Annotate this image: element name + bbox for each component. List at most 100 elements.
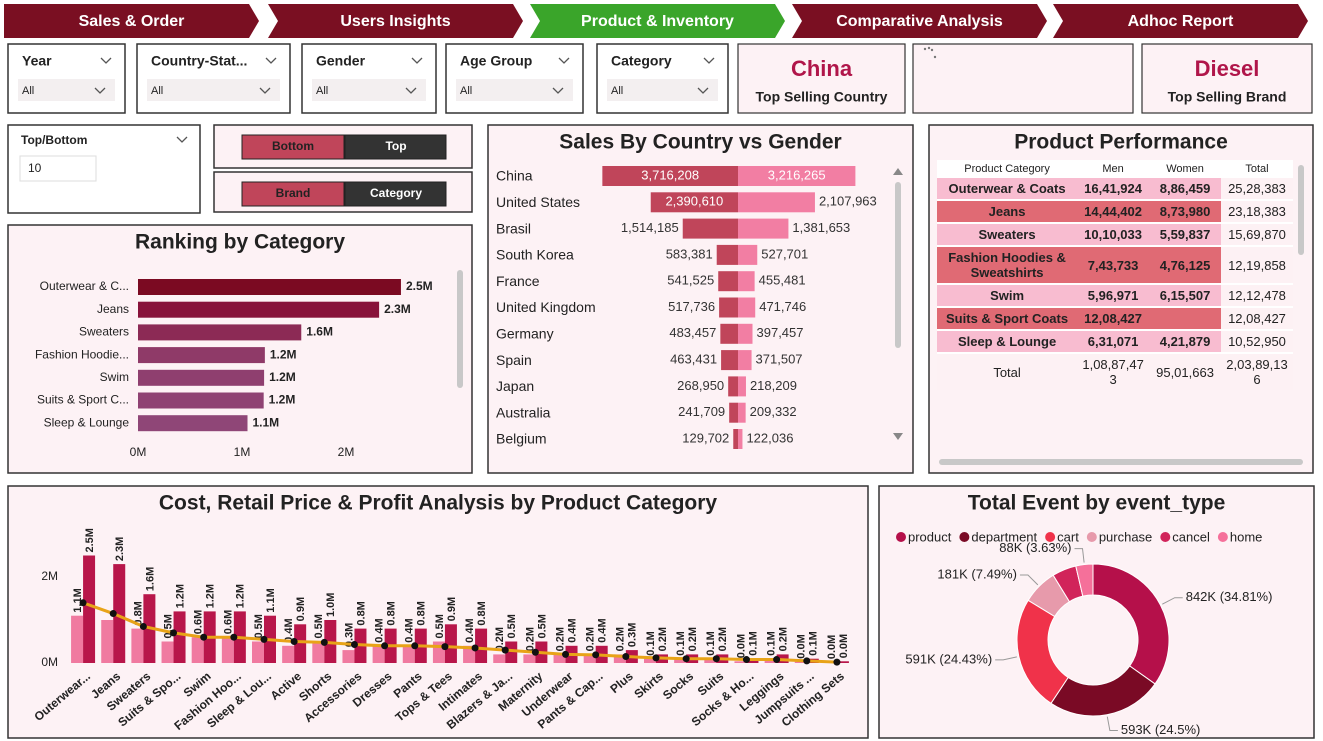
value-label: 0.8M <box>416 601 428 625</box>
line-point <box>562 650 570 658</box>
y-tick-label: United States <box>496 194 580 210</box>
bar <box>738 297 756 318</box>
bar <box>372 645 385 663</box>
line-point <box>592 651 600 659</box>
value-label: 129,702 <box>682 430 729 445</box>
nav-tab-label[interactable]: Users Insights <box>340 13 450 30</box>
bar <box>704 658 717 663</box>
value-label: 268,950 <box>677 378 724 393</box>
line-point <box>531 648 539 656</box>
value-label: 0.3M <box>343 623 355 647</box>
table-cell <box>1149 307 1222 331</box>
loading-dot <box>927 46 931 50</box>
filter-box[interactable] <box>7 43 126 114</box>
line-point <box>290 638 298 645</box>
x-tick-label: 1M <box>234 445 251 459</box>
kpi-label: Top Selling Country <box>756 89 888 105</box>
filter-dropdown[interactable] <box>456 79 573 101</box>
value-label: 0.1M <box>675 631 687 655</box>
value-label: 0.6M <box>223 610 235 634</box>
table-cell: 1,08,87,473 <box>1077 352 1150 390</box>
toggle-label[interactable]: Brand <box>276 186 311 200</box>
table-cell: 6,15,507 <box>1149 284 1222 308</box>
toggle-button[interactable] <box>241 181 345 207</box>
line-point <box>79 599 87 607</box>
bar <box>716 244 738 265</box>
filter-box[interactable] <box>596 43 729 114</box>
value-label: 1.2M <box>205 584 217 608</box>
bar <box>493 654 506 663</box>
nav-tab[interactable] <box>792 4 1047 38</box>
filter-label: Country-Stat... <box>151 53 247 69</box>
value-label: 0.0M <box>735 634 747 658</box>
slicer-input[interactable] <box>19 155 97 182</box>
table-cell: Swim <box>937 284 1078 308</box>
bar <box>728 376 738 397</box>
bar <box>738 218 789 239</box>
table-cell: 16,41,924 <box>1077 178 1150 201</box>
table-cell: 15,69,870 <box>1221 223 1293 247</box>
legend-label: purchase <box>1099 529 1152 544</box>
nav-tab-label[interactable]: Adhoc Report <box>1128 13 1234 30</box>
legend-swatch <box>1045 532 1056 542</box>
toggle-button[interactable] <box>241 134 345 160</box>
bar <box>173 611 186 663</box>
line-point <box>833 658 841 666</box>
leader-line <box>1106 716 1118 731</box>
toggle-label[interactable]: Bottom <box>272 139 314 153</box>
bar <box>734 661 747 663</box>
filter-dropdown[interactable] <box>18 79 115 101</box>
y-tick-label: Sweaters <box>79 325 129 339</box>
toggle-label[interactable]: Category <box>370 186 422 200</box>
bar <box>523 654 536 663</box>
loading-dot <box>923 47 927 51</box>
filter-value: All <box>151 85 163 97</box>
line-point <box>381 642 389 650</box>
bar <box>131 628 144 663</box>
line-point <box>742 656 750 664</box>
bar <box>252 641 264 663</box>
filter-dropdown[interactable] <box>312 79 426 101</box>
y-tick-label: South Korea <box>496 247 574 263</box>
filter-box[interactable] <box>445 43 584 114</box>
toggle-button[interactable] <box>344 134 447 160</box>
nav-tab-label[interactable]: Comparative Analysis <box>836 13 1003 30</box>
nav-tab-label[interactable]: Product & Inventory <box>581 13 734 30</box>
value-label: 1.2M <box>270 347 297 361</box>
nav-tab[interactable] <box>4 4 259 38</box>
y-tick-label: 2M <box>41 569 58 583</box>
value-label: 88K (3.63%) <box>999 540 1071 555</box>
value-label: 2.5M <box>406 279 433 293</box>
table-cell: Jeans <box>937 200 1078 224</box>
legend-label: department <box>971 529 1037 544</box>
value-label: 591K (24.43%) <box>905 651 992 666</box>
kpi-card <box>1141 43 1313 114</box>
product-table: Product Category Men Women Total Outerwear &… <box>937 160 1293 390</box>
line-point <box>200 633 208 641</box>
value-label: 1.0M <box>325 593 337 617</box>
nav-tab[interactable] <box>1053 4 1308 38</box>
table-cell: 95,01,663 <box>1149 352 1222 390</box>
chart-title: Cost, Retail Price & Profit Analysis by … <box>159 492 718 515</box>
bar <box>463 645 476 663</box>
table: Product Category Men Women Total Outerwear &… <box>937 160 1293 390</box>
nav-tab-label[interactable]: Sales & Order <box>79 13 185 30</box>
bar <box>682 218 738 239</box>
filter-dropdown[interactable] <box>607 79 718 101</box>
line-point <box>260 635 268 643</box>
nav-tab[interactable] <box>268 4 523 38</box>
filter-box[interactable] <box>136 43 291 114</box>
chevron-icon <box>265 57 277 64</box>
filter-dropdown[interactable] <box>147 79 280 101</box>
table-cell: Sweaters <box>937 223 1078 247</box>
nav-tab[interactable] <box>530 4 785 38</box>
bar <box>718 271 738 292</box>
filter-box[interactable] <box>301 43 437 114</box>
value-label: 0.1M <box>766 631 778 655</box>
bar <box>738 376 746 397</box>
value-label: 0.4M <box>464 618 476 642</box>
toggle-button[interactable] <box>344 181 447 207</box>
value-label: 0.1M <box>808 631 820 655</box>
toggle-label[interactable]: Top <box>385 139 406 153</box>
